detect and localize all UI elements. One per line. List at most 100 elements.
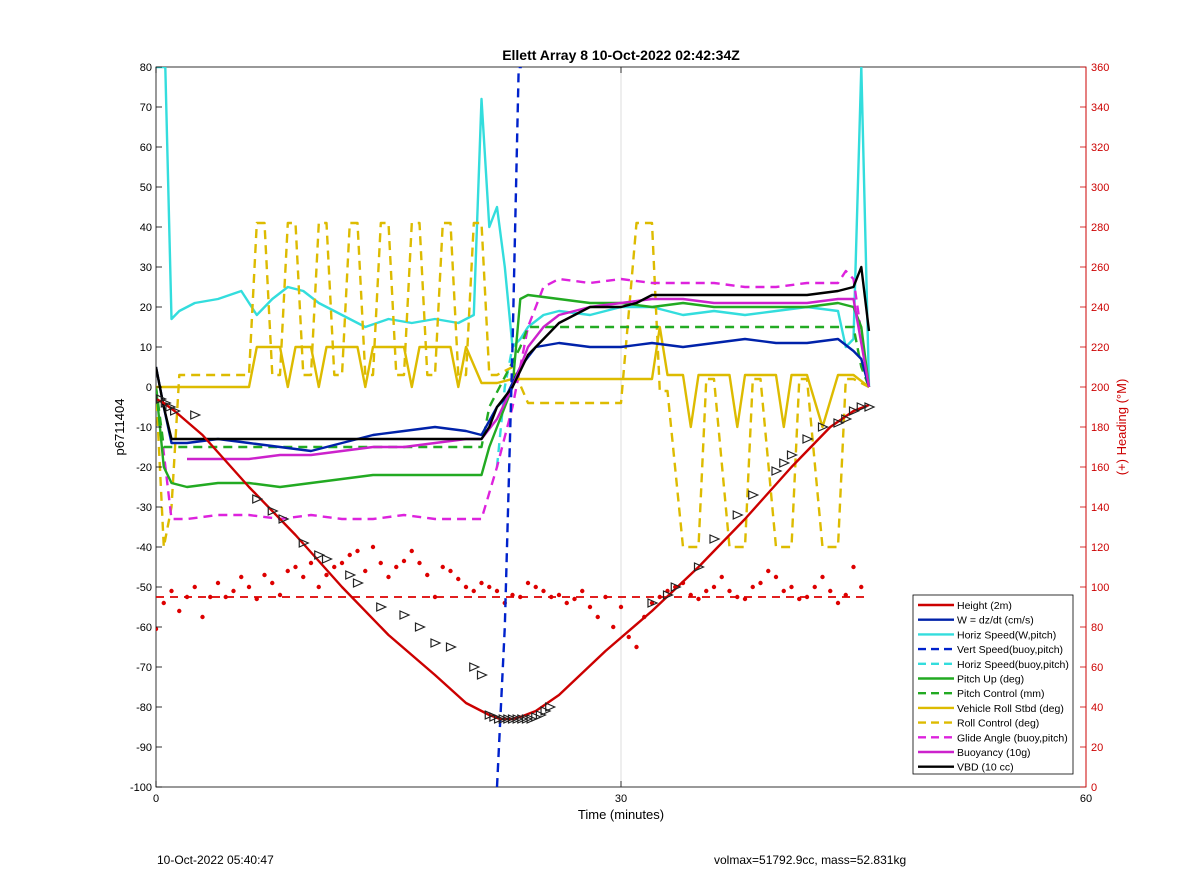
legend-box	[912, 594, 1074, 775]
heading-point	[789, 584, 794, 590]
heading-point	[246, 584, 252, 590]
legend-entry: Height (2m)	[957, 600, 1012, 612]
heading-point	[851, 564, 856, 570]
legend-entry: Vehicle Roll Stbd (deg)	[957, 703, 1064, 715]
heading-point	[533, 584, 538, 590]
legend-entry: Pitch Up (deg)	[957, 674, 1024, 686]
y2-tick-label: 100	[1091, 582, 1109, 594]
y2-tick-label: 180	[1091, 422, 1109, 434]
x-tick-label: 60	[1080, 793, 1092, 805]
marker-layer	[156, 394, 876, 724]
height-marker	[430, 638, 442, 648]
height-marker	[841, 414, 853, 424]
y-tick-label: -70	[136, 662, 152, 674]
y-tick-label: 20	[140, 302, 152, 314]
y2-tick-label: 200	[1091, 382, 1109, 394]
heading-point	[494, 588, 500, 594]
heading-point	[766, 568, 771, 574]
heading-point	[262, 572, 267, 578]
heading-point	[308, 560, 314, 566]
x-axis-label: Time (minutes)	[578, 807, 664, 822]
y-tick-label: -30	[136, 502, 152, 514]
series-line	[156, 221, 870, 549]
height-marker	[802, 434, 814, 444]
y2-tick-label: 120	[1091, 542, 1109, 554]
heading-point	[161, 600, 166, 606]
height-marker	[732, 510, 744, 520]
y2-tick-label: 240	[1091, 302, 1109, 314]
y-tick-label: -100	[130, 782, 152, 794]
y-tick-label: 60	[140, 142, 152, 154]
y-tick-label: -80	[136, 702, 152, 714]
heading-point	[223, 594, 228, 600]
heading-point	[231, 588, 236, 594]
height-marker	[709, 534, 721, 544]
height-marker	[352, 578, 364, 588]
heading-point	[611, 624, 616, 630]
heading-point	[200, 614, 205, 620]
heading-point	[386, 574, 391, 580]
heading-point	[595, 614, 600, 620]
heading-point	[704, 588, 709, 594]
heading-point	[432, 594, 438, 600]
height-marker	[693, 562, 705, 572]
heading-point	[301, 574, 306, 580]
y-axis-label: p6711404	[112, 399, 127, 456]
height-marker	[321, 554, 333, 564]
y-tick-label: 10	[140, 342, 152, 354]
height-marker	[345, 570, 357, 580]
y2-tick-label: 220	[1091, 342, 1109, 354]
heading-point	[332, 564, 337, 570]
heading-point	[363, 568, 368, 574]
y2-tick-label: 80	[1091, 622, 1103, 634]
heading-point	[525, 580, 531, 586]
y2-tick-label: 0	[1091, 782, 1097, 794]
height-marker	[267, 506, 279, 516]
series-line	[495, 67, 522, 787]
heading-point	[634, 644, 639, 650]
series-line	[156, 325, 871, 449]
y-tick-label: 0	[146, 382, 152, 394]
height-marker	[278, 514, 290, 524]
height-marker	[314, 550, 326, 560]
y2-tick-label: 320	[1091, 142, 1109, 154]
heading-point	[355, 548, 360, 554]
height-marker	[476, 670, 488, 680]
height-marker	[771, 466, 783, 476]
heading-point	[208, 594, 213, 600]
height-marker	[545, 702, 557, 712]
legend-entry: VBD (10 cc)	[957, 762, 1014, 774]
heading-point	[285, 568, 290, 574]
heading-point	[688, 592, 693, 598]
y-tick-label: 30	[140, 262, 152, 274]
legend-entry: Glide Angle (buoy,pitch)	[957, 732, 1068, 744]
height-marker	[445, 642, 457, 652]
y2-tick-label: 360	[1091, 62, 1109, 74]
y-tick-label: 70	[140, 102, 152, 114]
heading-point	[401, 558, 407, 564]
series-line	[156, 337, 871, 453]
y-tick-label: -60	[136, 622, 152, 634]
y-tick-label: 50	[140, 182, 152, 194]
heading-point	[518, 594, 523, 600]
series-line	[156, 265, 871, 441]
height-marker	[170, 406, 182, 416]
x-tick-label: 0	[153, 793, 159, 805]
y-tick-label: -20	[136, 462, 152, 474]
heading-point	[781, 588, 786, 594]
height-marker	[190, 410, 202, 420]
heading-point	[742, 596, 748, 602]
y-tick-label: -40	[136, 542, 152, 554]
height-marker	[252, 494, 264, 504]
height-marker	[817, 422, 829, 432]
y2-tick-label: 260	[1091, 262, 1109, 274]
heading-point	[409, 548, 414, 554]
axes: 0 30 60-100-90-80-70-60-50-40-30-20-100102…	[130, 62, 1109, 805]
heading-point	[626, 634, 631, 640]
heading-point	[254, 596, 259, 602]
heading-point	[758, 580, 763, 586]
heading-point	[316, 584, 321, 590]
series-layer	[156, 67, 871, 787]
heading-point	[564, 600, 569, 606]
footer-timestamp: 10-Oct-2022 05:40:47	[157, 853, 274, 867]
